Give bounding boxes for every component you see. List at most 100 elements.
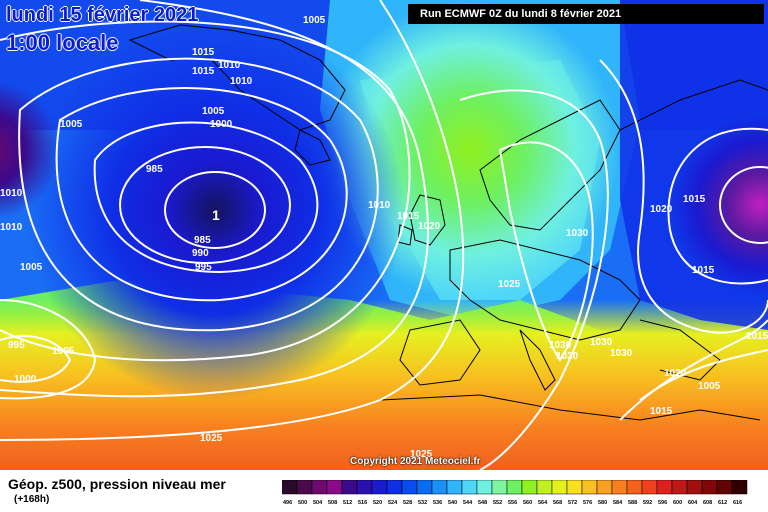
legend-label: 616 (733, 500, 742, 506)
isobar-995 (93, 121, 319, 274)
legend-label: 560 (523, 500, 532, 506)
legend-swatch (686, 480, 703, 495)
legend-swatch (521, 480, 538, 495)
legend-swatch (326, 480, 343, 495)
legend-swatch (701, 480, 718, 495)
legend-label: 516 (358, 500, 367, 506)
isobar-label: 1005 (202, 106, 225, 117)
legend-swatch (731, 480, 748, 495)
isobar-label: 1030 (556, 351, 579, 362)
legend-label: 584 (613, 500, 623, 506)
isobar-label: 1015 (746, 331, 768, 342)
coast-central-europe (449, 239, 641, 341)
coastlines (128, 24, 768, 421)
legend-swatch (536, 480, 553, 495)
legend-swatch (491, 480, 508, 495)
legend-label: 500 (298, 500, 307, 506)
isobar-label: 1020 (650, 204, 673, 215)
legend-swatch (431, 480, 448, 495)
coast-italy (519, 329, 556, 391)
legend-swatch (401, 480, 418, 495)
legend-label: 504 (313, 500, 323, 506)
legend-swatch (671, 480, 688, 495)
isobar-label: 1005 (60, 119, 83, 130)
isobar-label: 1025 (410, 449, 433, 460)
legend-label: 572 (568, 500, 577, 506)
legend-swatch (476, 480, 493, 495)
lead-time: (+168h) (14, 494, 50, 505)
local-time: 1:00 locale (6, 30, 119, 55)
legend-label: 544 (463, 500, 473, 506)
legend-swatch (611, 480, 628, 495)
legend-swatch (656, 480, 673, 495)
isobar-label: 1030 (590, 337, 613, 348)
legend-swatch (506, 480, 523, 495)
coast-russia-north (619, 79, 768, 131)
isobar-label: 1000 (14, 374, 37, 385)
isobar-985 (164, 171, 266, 249)
isobar-label: 1025 (498, 279, 521, 290)
coast-north-africa (379, 394, 761, 421)
legend-swatch (566, 480, 583, 495)
coast-ireland (397, 224, 413, 246)
legend-swatch (641, 480, 658, 495)
legend-label: 496 (283, 500, 292, 506)
isobar-label: 1015 (650, 406, 673, 417)
legend-label: 512 (343, 500, 352, 506)
legend-swatch (446, 480, 463, 495)
isobar-1020-east (599, 59, 768, 334)
isobar-label: 1005 (52, 346, 75, 357)
coast-scandinavia (479, 99, 621, 231)
isobar-label: 990 (192, 248, 209, 259)
isobar-label: 1015 (683, 194, 706, 205)
isobar-label: 1015 (692, 265, 715, 276)
isobar-1010 (0, 20, 411, 362)
isobar-label: 1030 (566, 228, 589, 239)
forecast-date: lundi 15 février 2021 (6, 4, 199, 26)
legend-label: 600 (673, 500, 682, 506)
legend-label: 556 (508, 500, 517, 506)
isobar-label: 1015 (192, 66, 215, 77)
legend-label: 536 (433, 500, 442, 506)
legend-label: 552 (493, 500, 502, 506)
legend-label: 580 (598, 500, 607, 506)
legend-swatch (716, 480, 733, 495)
run-info: Run ECMWF 0Z du lundi 8 février 2021 (408, 4, 764, 24)
legend-swatch (551, 480, 568, 495)
legend-swatch (356, 480, 373, 495)
legend-label: 592 (643, 500, 652, 506)
legend-label: 532 (418, 500, 427, 506)
legend-label: 608 (703, 500, 712, 506)
legend-swatch (341, 480, 358, 495)
isobar-label: 1030 (610, 348, 633, 359)
coast-iceland (294, 129, 331, 166)
legend-swatch (282, 480, 298, 495)
legend-label: 540 (448, 500, 457, 506)
isobar-1000 (55, 87, 348, 302)
isobar-label: 1005 (698, 381, 721, 392)
isobar-label: 1015 (397, 211, 420, 222)
legend-label: 588 (628, 500, 637, 506)
legend-label: 568 (553, 500, 562, 506)
legend-swatch (416, 480, 433, 495)
isobar-995-west (0, 335, 72, 383)
color-legend: 496 500 504 508 512 516 520 524 528 532 536 540 544 5… (282, 480, 748, 506)
isobar-1005-south-east (639, 349, 768, 401)
isobar-990 (119, 146, 291, 264)
copyright: Copyright 2021 Meteociel.fr (350, 456, 481, 467)
isobar-label: 1010 (0, 222, 23, 233)
isobar-label: 1020 (418, 221, 441, 232)
legend-label: 596 (658, 500, 667, 506)
legend-label: 612 (718, 500, 727, 506)
isobar-label: 995 (195, 262, 212, 273)
legend-swatch (581, 480, 598, 495)
isobar-label: 1010 (230, 76, 253, 87)
isobar-1030 (498, 141, 594, 362)
coast-greenland (128, 24, 346, 131)
map-title: Géop. z500, pression niveau mer (8, 476, 226, 492)
isobar-label: 1005 (20, 262, 43, 273)
low-center-marker: 1 (212, 207, 220, 223)
legend-label: 508 (328, 500, 337, 506)
isobars (0, 0, 768, 470)
